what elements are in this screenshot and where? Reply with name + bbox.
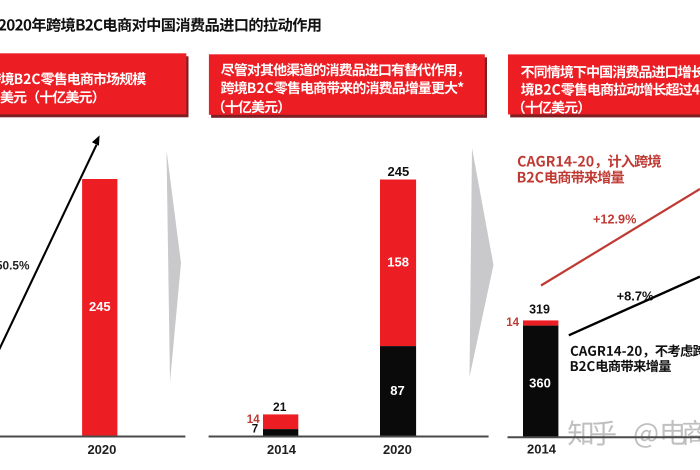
svg-text:158: 158 <box>387 255 409 270</box>
svg-text:245: 245 <box>89 299 111 314</box>
svg-text:21: 21 <box>273 400 287 414</box>
svg-text:319: 319 <box>529 303 550 317</box>
svg-text:7: 7 <box>252 423 258 435</box>
svg-text:2020: 2020 <box>383 442 412 457</box>
svg-text:14: 14 <box>247 414 260 426</box>
svg-text:+12.9%: +12.9% <box>593 213 636 227</box>
svg-text:+8.7%: +8.7% <box>617 288 654 303</box>
svg-text:2020: 2020 <box>87 442 116 457</box>
svg-text:87: 87 <box>390 383 404 398</box>
svg-text:360: 360 <box>529 376 551 391</box>
svg-text:2014: 2014 <box>527 442 557 457</box>
svg-text:14: 14 <box>506 317 519 329</box>
svg-text:50.5%: 50.5% <box>0 258 30 272</box>
svg-text:2014: 2014 <box>267 442 297 457</box>
svg-text:245: 245 <box>388 164 410 179</box>
